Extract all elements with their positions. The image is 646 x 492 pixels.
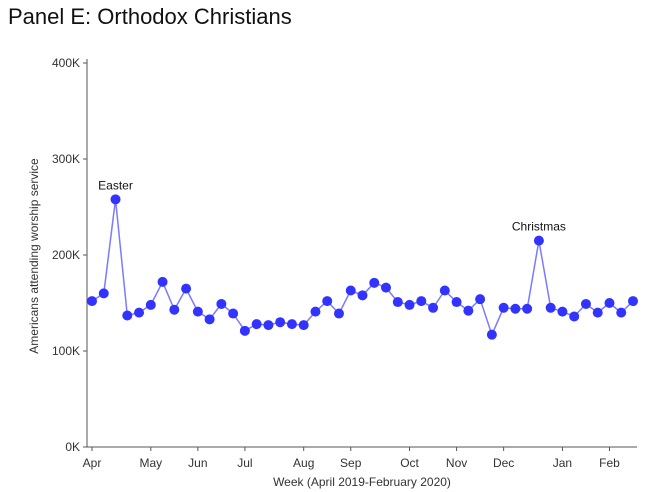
x-tick-label: Sep xyxy=(340,456,362,470)
data-point xyxy=(345,285,356,296)
data-point xyxy=(228,308,239,319)
data-point xyxy=(381,282,392,293)
y-tick-label: 300K xyxy=(52,152,80,166)
y-ticks: 0K 100K 200K 300K 400K xyxy=(52,56,87,454)
data-point xyxy=(498,302,509,313)
data-point xyxy=(204,314,215,325)
data-point xyxy=(134,307,145,318)
x-tick-label: Nov xyxy=(446,456,467,470)
x-tick-label: May xyxy=(139,456,162,470)
data-point xyxy=(216,298,227,309)
data-point xyxy=(533,235,544,246)
data-point xyxy=(275,317,286,328)
data-point xyxy=(392,297,403,308)
data-point xyxy=(404,299,415,310)
data-point xyxy=(298,320,309,331)
data-point xyxy=(522,303,533,314)
data-point xyxy=(439,285,450,296)
data-point xyxy=(263,320,274,331)
data-point xyxy=(545,302,556,313)
data-point xyxy=(110,194,121,205)
data-point xyxy=(428,302,439,313)
data-point xyxy=(628,296,638,307)
data-point xyxy=(463,305,474,316)
y-tick-label: 400K xyxy=(52,56,80,70)
data-point xyxy=(157,276,168,287)
data-point xyxy=(251,319,262,330)
x-axis-label: Week (April 2019-February 2020) xyxy=(273,475,451,489)
data-point xyxy=(322,296,333,307)
data-point xyxy=(192,306,203,317)
x-tick-label: Oct xyxy=(400,456,419,470)
chart-title: Panel E: Orthodox Christians xyxy=(8,4,292,29)
axes xyxy=(86,59,637,448)
y-tick-label: 0K xyxy=(65,440,80,454)
y-tick-label: 200K xyxy=(52,248,80,262)
data-point xyxy=(98,288,109,299)
data-point xyxy=(604,298,615,308)
data-point xyxy=(451,297,462,308)
data-point xyxy=(333,308,344,319)
data-point xyxy=(310,306,321,317)
data-point xyxy=(122,310,133,321)
data-point xyxy=(169,304,180,315)
data-point xyxy=(145,299,156,310)
data-point xyxy=(475,294,486,305)
x-tick-label: Jun xyxy=(188,456,207,470)
data-point xyxy=(286,319,297,330)
data-point xyxy=(181,283,192,294)
data-point xyxy=(569,311,580,322)
data-point xyxy=(369,277,380,288)
y-tick-label: 100K xyxy=(52,344,80,358)
data-point xyxy=(357,290,368,301)
data-point xyxy=(557,306,568,317)
data-point xyxy=(580,298,591,309)
data-point xyxy=(616,307,627,318)
data-point xyxy=(239,325,250,336)
x-tick-label: Apr xyxy=(83,456,102,470)
data-point xyxy=(486,329,497,340)
x-tick-label: Jul xyxy=(237,456,252,470)
data-point xyxy=(510,303,521,314)
y-axis-label: Americans attending worship service xyxy=(27,158,41,354)
x-tick-label: Aug xyxy=(293,456,314,470)
annotations-layer: Easter Christmas xyxy=(98,178,566,233)
data-point xyxy=(87,296,97,307)
x-tick-label: Jan xyxy=(553,456,572,470)
x-tick-label: Dec xyxy=(493,456,514,470)
x-tick-label: Feb xyxy=(599,456,620,470)
data-point xyxy=(592,307,603,318)
annotation-label: Christmas xyxy=(512,220,566,234)
data-point xyxy=(416,296,427,307)
x-ticks: Apr May Jun Jul Aug Sep Oct Nov Dec Jan Feb xyxy=(83,447,620,470)
annotation-label: Easter xyxy=(98,178,133,192)
series-layer xyxy=(87,194,638,340)
